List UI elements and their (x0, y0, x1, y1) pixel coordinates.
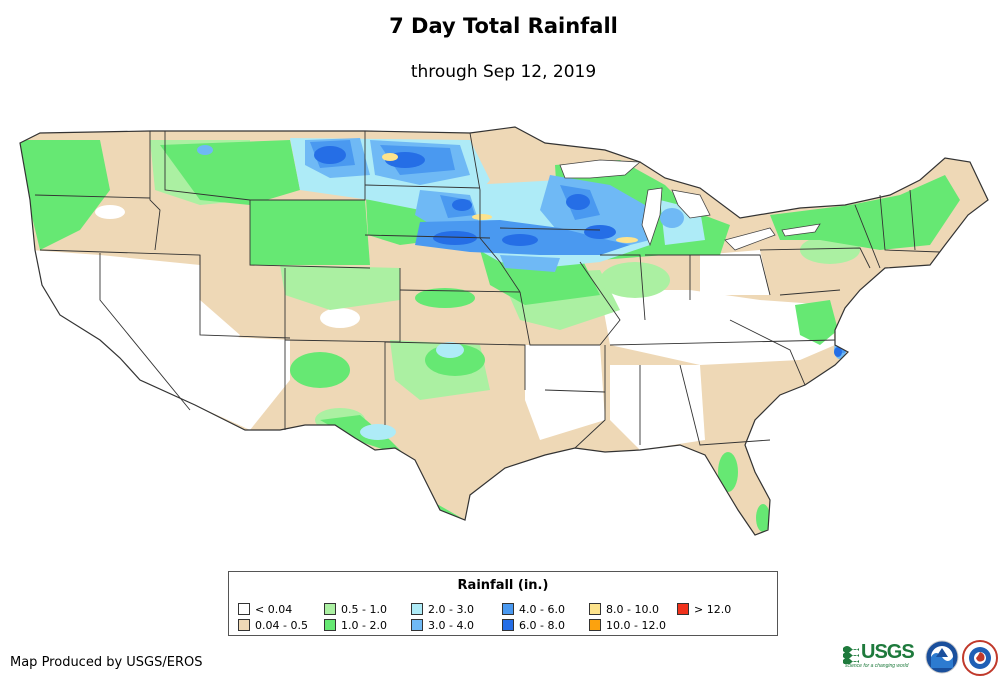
legend-label: 3.0 - 4.0 (428, 619, 474, 632)
legend-item: < 0.04 (238, 603, 292, 616)
legend-swatch (677, 603, 689, 615)
usgs-wave-icon (843, 646, 859, 664)
usgs-tagline: science for a changing world (845, 663, 909, 669)
legend-label: 4.0 - 6.0 (519, 603, 565, 616)
legend-swatch (502, 603, 514, 615)
legend-swatch (324, 619, 336, 631)
dry-areas (30, 205, 835, 450)
legend-label: > 12.0 (694, 603, 732, 616)
rain-8-to-10 (382, 153, 638, 243)
map-subtitle: through Sep 12, 2019 (410, 62, 597, 82)
legend-item: 4.0 - 6.0 (502, 603, 565, 616)
legend-title: Rainfall (in.) (457, 578, 549, 593)
nws-logo-icon (962, 640, 998, 676)
legend-label: 2.0 - 3.0 (428, 603, 474, 616)
map-credit: Map Produced by USGS/EROS (10, 655, 203, 670)
noaa-logo-icon (925, 640, 959, 674)
usgs-logo-text: USGS (861, 641, 915, 663)
legend-swatch (589, 619, 601, 631)
legend-swatch (324, 603, 336, 615)
legend-label: 0.04 - 0.5 (255, 619, 308, 632)
great-lakes (559, 159, 821, 251)
legend-label: 10.0 - 12.0 (606, 619, 666, 632)
legend-label: 6.0 - 8.0 (519, 619, 565, 632)
legend-swatch (411, 603, 423, 615)
map-title: 7 Day Total Rainfall (389, 14, 618, 38)
legend-item: 0.5 - 1.0 (324, 603, 387, 616)
rain-6-to-8 (314, 146, 842, 357)
legend-swatch (411, 619, 423, 631)
rainfall-field (20, 127, 988, 535)
legend-label: 8.0 - 10.0 (606, 603, 659, 616)
legend-item: 8.0 - 10.0 (589, 603, 659, 616)
legend-swatch (589, 603, 601, 615)
legend-item: 10.0 - 12.0 (589, 619, 666, 632)
legend-swatch (238, 603, 250, 615)
legend-label: < 0.04 (255, 603, 293, 616)
legend-item: 0.04 - 0.5 (238, 619, 308, 632)
usgs-logo: USGS science for a changing world (843, 641, 921, 675)
legend: Rainfall (in.) < 0.04 0.04 - 0.5 0.5 - 1… (228, 571, 778, 636)
legend-swatch (502, 619, 514, 631)
legend-item: 3.0 - 4.0 (411, 619, 474, 632)
legend-item: 6.0 - 8.0 (502, 619, 565, 632)
legend-swatch (238, 619, 250, 631)
legend-item: > 12.0 (677, 603, 731, 616)
legend-label: 0.5 - 1.0 (341, 603, 387, 616)
rainfall-map (19, 126, 989, 536)
legend-label: 1.0 - 2.0 (341, 619, 387, 632)
legend-item: 1.0 - 2.0 (324, 619, 387, 632)
state-boundaries (34, 131, 941, 449)
legend-item: 2.0 - 3.0 (411, 603, 474, 616)
